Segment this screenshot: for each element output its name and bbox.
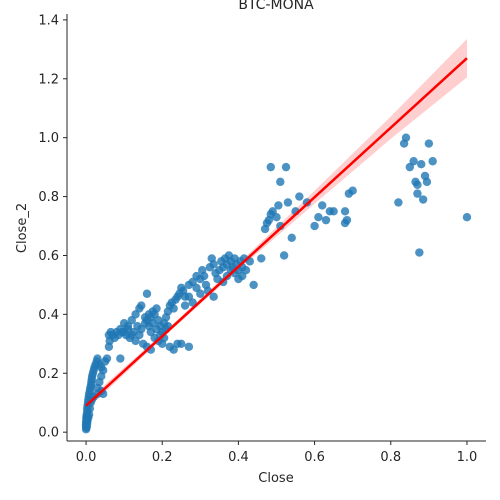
data-point (281, 162, 291, 172)
data-point (424, 139, 434, 148)
data-point (283, 198, 293, 207)
y-tick-label: 1.4 (38, 13, 59, 28)
x-axis-label: Close (258, 471, 293, 486)
data-point (413, 180, 422, 189)
data-point (199, 271, 209, 281)
x-tick-label: 0.0 (76, 450, 97, 465)
y-ticks: 0.0 0.2 0.4 0.6 0.8 1.0 1.2 1.4 (38, 13, 67, 441)
data-point (152, 304, 161, 313)
data-point (279, 251, 289, 260)
data-point (413, 189, 422, 198)
axes (66, 14, 486, 442)
y-tick-label: 0.4 (38, 308, 59, 323)
data-point (116, 354, 125, 363)
x-tick-label: 0.8 (380, 450, 401, 465)
data-point (180, 301, 190, 310)
data-point (318, 201, 327, 210)
data-point (272, 212, 281, 222)
data-point (169, 304, 178, 313)
data-points-layer (81, 133, 472, 434)
y-tick-label: 0.8 (38, 190, 59, 205)
data-point (310, 221, 319, 231)
data-point (144, 310, 154, 319)
data-point (394, 198, 403, 207)
data-point (415, 248, 424, 257)
data-point (137, 301, 146, 310)
data-point (184, 292, 194, 301)
x-tick-label: 0.4 (228, 450, 249, 465)
data-point (295, 192, 304, 201)
y-tick-label: 1.2 (38, 72, 59, 87)
regression-line (85, 57, 468, 407)
data-point (276, 177, 285, 187)
data-point (287, 233, 296, 243)
data-point (257, 254, 266, 263)
data-point (417, 159, 426, 169)
data-point (119, 327, 129, 337)
data-point (184, 342, 194, 351)
data-point (249, 280, 258, 290)
y-axis-label: Close_2 (15, 203, 30, 253)
data-point (196, 289, 205, 298)
data-point (142, 289, 152, 298)
data-point (428, 157, 437, 166)
data-point (422, 177, 432, 187)
x-ticks: 0.0 0.2 0.4 0.6 0.8 1.0 (76, 441, 478, 465)
data-point (321, 215, 331, 225)
data-point (409, 157, 418, 166)
y-tick-label: 0.6 (38, 249, 59, 264)
data-point (238, 271, 247, 281)
x-tick-label: 0.6 (304, 450, 325, 465)
data-point (462, 212, 472, 222)
chart-title: BTC-MONA (238, 0, 314, 13)
y-tick-label: 0.2 (38, 367, 59, 382)
data-point (209, 260, 218, 269)
data-point (342, 215, 352, 225)
data-point (340, 207, 350, 216)
data-point (418, 195, 428, 204)
y-tick-label: 0.0 (38, 426, 59, 441)
data-point (177, 339, 186, 349)
y-tick-label: 1.0 (38, 131, 59, 146)
data-point (329, 207, 338, 216)
data-point (102, 354, 112, 363)
data-point (401, 133, 411, 142)
data-point (209, 292, 218, 301)
x-tick-label: 0.2 (152, 450, 173, 465)
data-point (348, 186, 357, 195)
x-tick-label: 1.0 (457, 450, 478, 465)
data-point (82, 411, 92, 421)
data-point (266, 162, 275, 172)
data-point (192, 271, 201, 281)
data-point (274, 201, 283, 210)
data-point (314, 212, 323, 222)
regression-line-layer (85, 57, 468, 407)
